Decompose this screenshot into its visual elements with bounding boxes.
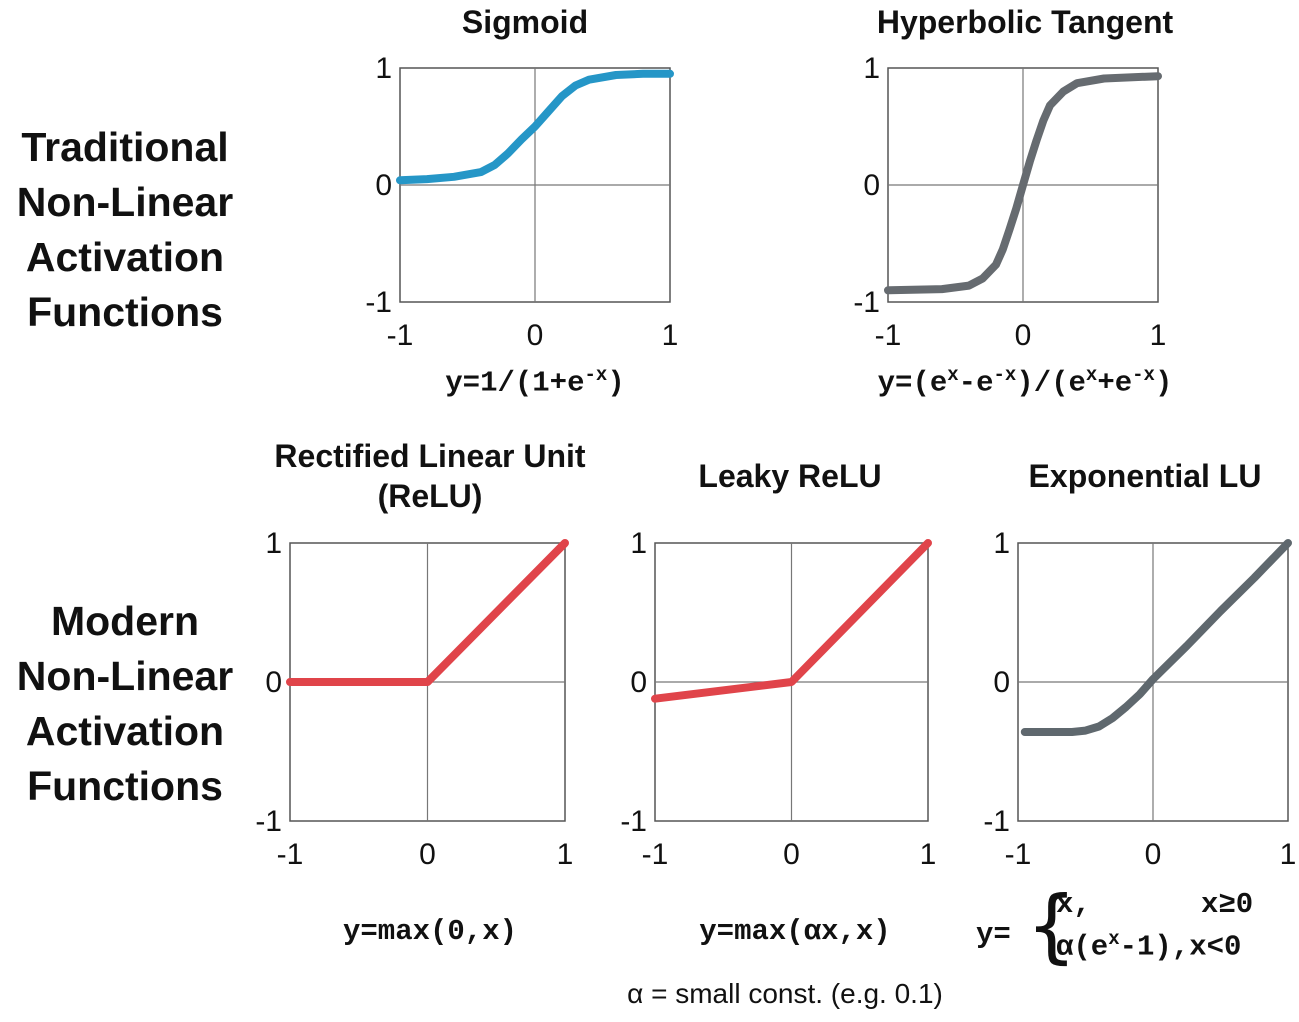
x-tick-label: -1 bbox=[1005, 838, 1032, 871]
row-label-line: Non-Linear bbox=[16, 179, 234, 225]
x-tick-label: -1 bbox=[642, 838, 669, 871]
x-tick-label: 0 bbox=[419, 838, 436, 871]
x-tick-label: 1 bbox=[662, 319, 679, 352]
formula-sigmoid: y=1/(1+e-x) bbox=[400, 364, 670, 400]
formula-sup: x bbox=[1108, 928, 1120, 950]
formula-part: ) bbox=[607, 366, 625, 400]
formula-part: y=(e bbox=[877, 366, 948, 400]
chart-title-relu: Rectified Linear Unit (ReLU) bbox=[230, 436, 630, 516]
x-tick-label: -1 bbox=[875, 319, 902, 352]
y-tick-label: 0 bbox=[375, 169, 392, 202]
y-tick-label: 1 bbox=[375, 52, 392, 85]
formula-sup: -x bbox=[584, 364, 608, 386]
plot-leaky-relu: 1 0 -1-1 0 1 bbox=[620, 527, 936, 871]
y-tick-label: 1 bbox=[630, 527, 647, 560]
x-tick-label: 0 bbox=[783, 838, 800, 871]
row-label-modern: Modern Non-Linear Activation Functions bbox=[0, 594, 250, 814]
y-tick-label: -1 bbox=[365, 286, 392, 319]
formula-part: y=1/(1+e bbox=[445, 366, 585, 400]
y-tick-label: -1 bbox=[255, 805, 282, 838]
row-label-line: Non-Linear bbox=[16, 653, 234, 699]
formula-part: -1),x<0 bbox=[1119, 930, 1242, 964]
row-label-line: Activation bbox=[25, 234, 225, 280]
formula-part: x, bbox=[1056, 888, 1091, 921]
formula-leaky-relu: y=max(αx,x) bbox=[699, 915, 891, 948]
formula-part: α(e bbox=[1056, 930, 1109, 964]
y-tick-label: 1 bbox=[863, 52, 880, 85]
formula-relu: y=max(0,x) bbox=[342, 915, 518, 948]
row-label-line: Traditional bbox=[21, 124, 229, 170]
y-tick-label: 1 bbox=[265, 527, 282, 560]
plot-relu: 1 0 -1-1 0 1 bbox=[255, 527, 573, 871]
x-tick-label: 1 bbox=[920, 838, 937, 871]
row-label-line: Activation bbox=[25, 708, 225, 754]
formula-elu-case2: α(ex-1),x<0 bbox=[1056, 928, 1241, 964]
row-label-line: Modern bbox=[50, 598, 200, 644]
series-line bbox=[396, 69, 674, 185]
x-tick-label: 0 bbox=[1145, 838, 1162, 871]
formula-sup: x bbox=[947, 364, 959, 386]
formula-elu-case1: x, x≥0 bbox=[1056, 888, 1253, 921]
series-line bbox=[286, 539, 569, 686]
y-tick-label: 0 bbox=[863, 169, 880, 202]
series-line bbox=[1020, 539, 1292, 736]
y-tick-label: -1 bbox=[983, 805, 1010, 838]
x-tick-label: -1 bbox=[387, 319, 414, 352]
chart-title-sigmoid: Sigmoid bbox=[461, 4, 589, 40]
y-tick-label: 0 bbox=[265, 666, 282, 699]
chart-title-tanh: Hyperbolic Tangent bbox=[876, 4, 1174, 40]
row-label-line: Functions bbox=[27, 289, 223, 335]
formula-part: -e bbox=[958, 366, 994, 400]
formula-elu-brace: { bbox=[1026, 879, 1077, 972]
y-tick-label: -1 bbox=[620, 805, 647, 838]
formula-part: ) bbox=[1154, 366, 1173, 400]
x-tick-label: 1 bbox=[557, 838, 574, 871]
row-label-traditional: Traditional Non-Linear Activation Functi… bbox=[0, 120, 250, 340]
x-tick-label: 1 bbox=[1150, 319, 1167, 352]
chart-title-relu-line1: Rectified Linear Unit bbox=[274, 438, 586, 474]
x-tick-label: 0 bbox=[1015, 319, 1032, 352]
x-tick-label: 1 bbox=[1280, 838, 1297, 871]
chart-title-relu-line2: (ReLU) bbox=[377, 478, 483, 514]
plot-elu: 1 0 -1-1 0 1 bbox=[983, 527, 1296, 871]
formula-sup: -x bbox=[1132, 364, 1155, 386]
formula-elu-lhs: y= bbox=[976, 918, 1011, 951]
formula-tanh: y=(ex-e-x)/(ex+e-x) bbox=[835, 364, 1215, 400]
chart-title-elu: Exponential LU bbox=[1028, 458, 1262, 494]
alpha-note: α = small const. (e.g. 0.1) bbox=[627, 978, 943, 1009]
y-tick-label: 0 bbox=[993, 666, 1010, 699]
row-label-line: Functions bbox=[27, 763, 223, 809]
series-line bbox=[884, 72, 1162, 295]
formula-sup: -x bbox=[993, 364, 1017, 386]
plot-tanh: 1 0 -1-1 0 1 bbox=[853, 52, 1166, 352]
formula-part: )/(e bbox=[1016, 366, 1086, 400]
y-tick-label: -1 bbox=[853, 286, 880, 319]
formula-sup: x bbox=[1085, 364, 1098, 386]
chart-title-leaky-relu: Leaky ReLU bbox=[698, 458, 882, 494]
plot-sigmoid: 1 0 -1-1 0 1 bbox=[365, 52, 678, 352]
formula-part: +e bbox=[1097, 366, 1133, 400]
series-line bbox=[651, 539, 932, 703]
x-tick-label: 0 bbox=[527, 319, 544, 352]
formula-part: x≥0 bbox=[1201, 888, 1254, 921]
formula-elu: y= { x, x≥0 α(ex-1),x<0 bbox=[976, 880, 1296, 970]
x-tick-label: -1 bbox=[277, 838, 304, 871]
y-tick-label: 1 bbox=[993, 527, 1010, 560]
y-tick-label: 0 bbox=[630, 666, 647, 699]
